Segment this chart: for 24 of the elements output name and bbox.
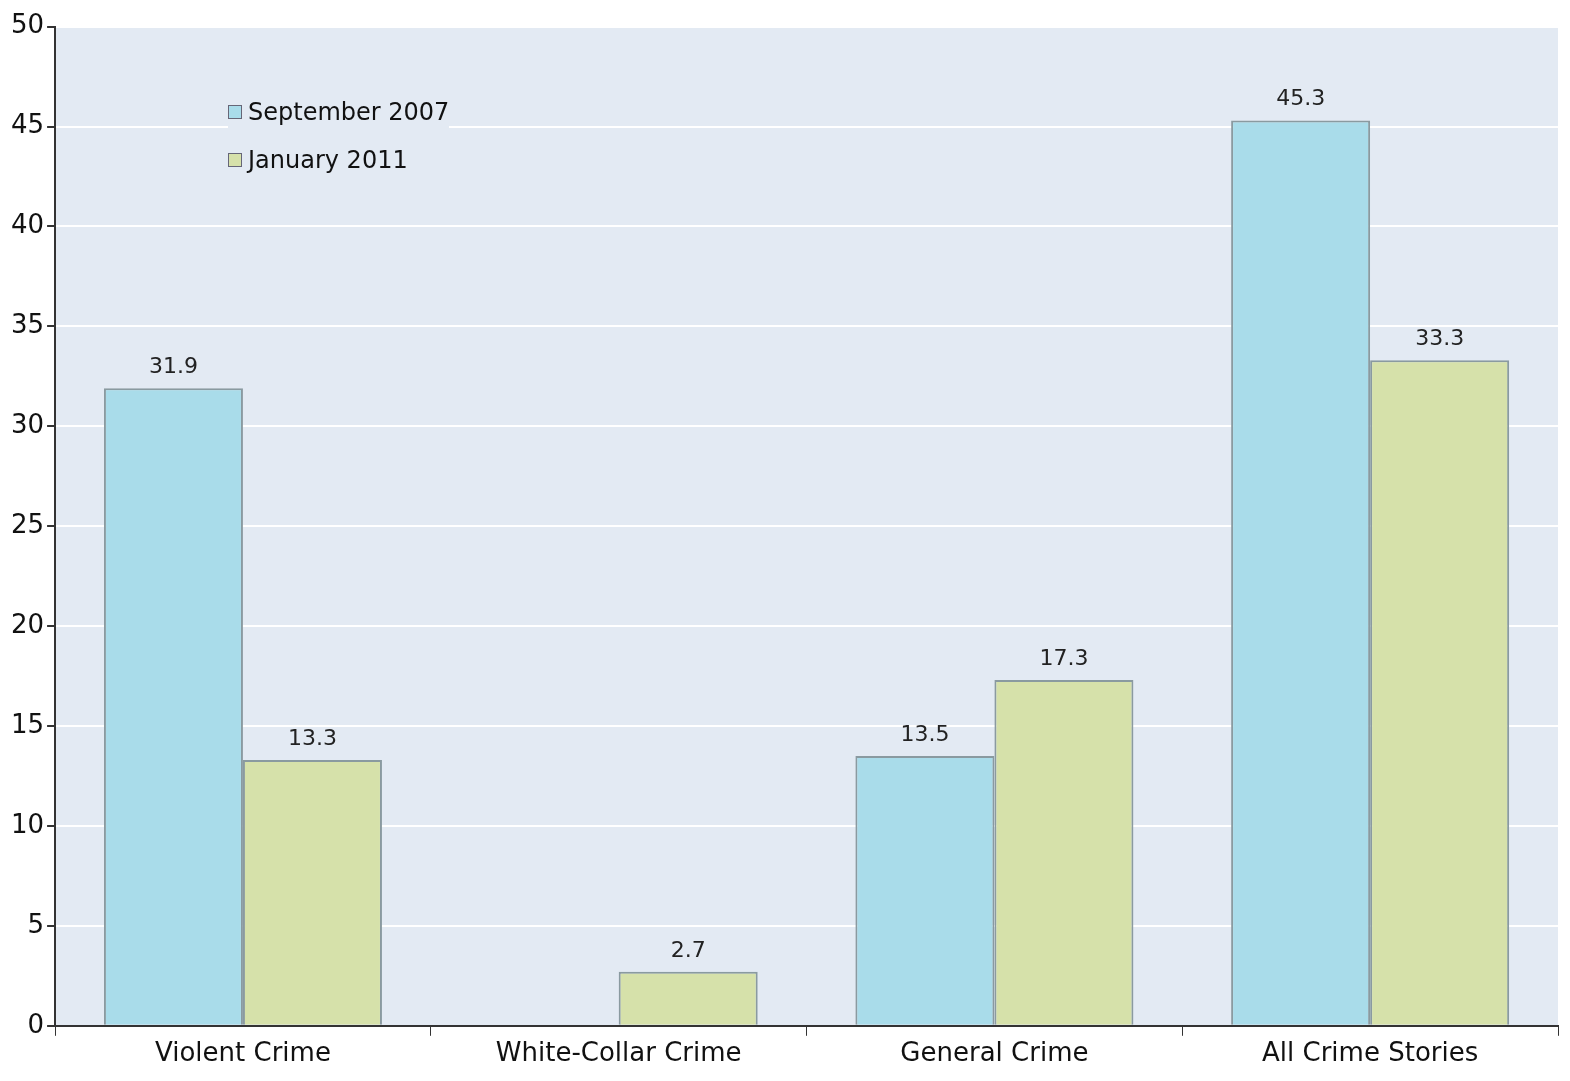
y-tick-label: 30 [10,409,45,440]
x-tick-label: All Crime Stories [1262,1037,1479,1068]
y-tick-label: 40 [10,209,45,240]
data-label: 13.3 [287,724,337,750]
y-tick-label: 50 [10,9,45,40]
x-tick-label: Violent Crime [155,1037,331,1068]
data-label: 31.9 [148,353,198,379]
legend-label: September 2007 [248,98,450,126]
y-tick-label: 0 [27,1008,45,1039]
y-tick-label: 20 [10,608,45,639]
data-label: 45.3 [1276,85,1326,111]
x-tick-label: White-Collar Crime [495,1037,742,1068]
y-tick-label: 45 [10,109,45,140]
x-tick-label: General Crime [900,1037,1089,1068]
data-label: 2.7 [670,936,706,962]
y-tick-label: 15 [10,708,45,739]
y-tick-label: 10 [10,808,45,839]
data-label: 33.3 [1415,325,1465,351]
data-label: 13.5 [900,720,950,746]
y-tick-label: 25 [10,508,45,539]
legend-label: January 2011 [248,146,408,174]
y-tick-label: 5 [27,908,45,939]
y-tick-label: 35 [10,309,45,340]
data-label: 17.3 [1039,644,1089,670]
